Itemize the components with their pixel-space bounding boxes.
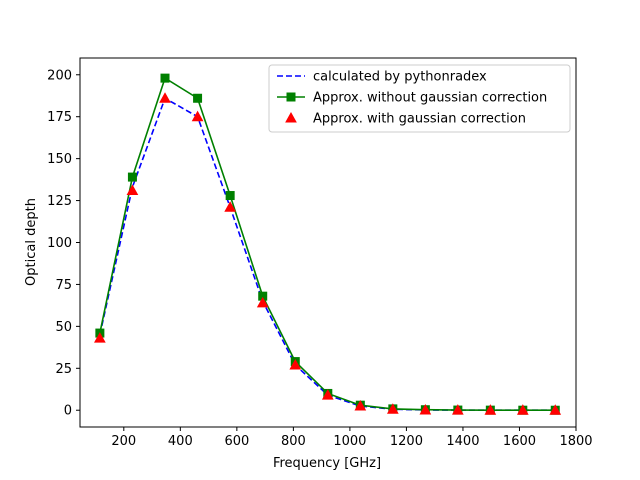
series-1-point-2 [160, 73, 170, 83]
x-axis-label: Frequency [GHz] [273, 456, 381, 471]
legend-box [268, 64, 571, 133]
legend: calculated by pythonradex Approx. without… [268, 64, 571, 133]
axes: 200 400 600 800 1000 1200 1400 1600 1800 0 25 50 75 1… [47, 57, 593, 449]
x-tick-label-5: 1200 [390, 434, 423, 449]
y-tick-label-6: 150 [47, 152, 72, 167]
series-2-point-1 [126, 184, 139, 196]
legend-label-2: Approx. with gaussian correction [313, 112, 526, 127]
legend-handle-marker-2 [285, 111, 297, 123]
x-tick-label-0: 200 [111, 434, 136, 449]
series-2-point-7 [321, 389, 334, 400]
series-1-point-3 [193, 93, 203, 103]
legend-label-0: calculated by pythonradex [313, 70, 487, 85]
legend-label-1: Approx. without gaussian correction [313, 91, 547, 106]
y-tick-label-4: 100 [47, 236, 72, 251]
y-axis-label: Optical depth [24, 198, 39, 286]
x-tick-label-2: 600 [224, 434, 249, 449]
series-2-point-9 [386, 403, 399, 414]
plot-area [94, 73, 562, 415]
series-2-point-2 [159, 92, 171, 103]
series-2-point-5 [256, 296, 269, 308]
x-tick-label-4: 1000 [333, 434, 366, 449]
y-tick-label-8: 200 [47, 68, 72, 83]
y-tick-label-3: 75 [55, 278, 72, 293]
series-2-point-3 [191, 110, 204, 122]
x-tick-label-8: 1800 [559, 434, 592, 449]
series-2-point-14 [549, 404, 562, 415]
series-2-point-11 [451, 404, 464, 415]
series-2-point-6 [289, 358, 302, 370]
series-2-point-13 [516, 404, 529, 415]
series-2-point-8 [354, 400, 367, 411]
series-2-point-12 [484, 404, 497, 415]
y-tick-label-7: 175 [47, 110, 72, 125]
series-1-point-1 [127, 172, 137, 182]
x-tick-label-1: 400 [168, 434, 193, 449]
series-2-point-4 [224, 201, 237, 212]
y-tick-label-5: 125 [47, 194, 72, 209]
y-tick-label-0: 0 [64, 404, 72, 419]
legend-handle-marker-1 [286, 92, 296, 102]
series-2-point-10 [419, 403, 432, 415]
y-tick-label-1: 25 [55, 362, 72, 377]
x-tick-label-7: 1600 [503, 434, 536, 449]
x-tick-label-3: 800 [281, 434, 306, 449]
y-tick-label-2: 50 [55, 320, 72, 335]
series-1-point-4 [225, 191, 235, 201]
series-2-point-0 [94, 332, 106, 343]
x-tick-label-6: 1400 [446, 434, 479, 449]
